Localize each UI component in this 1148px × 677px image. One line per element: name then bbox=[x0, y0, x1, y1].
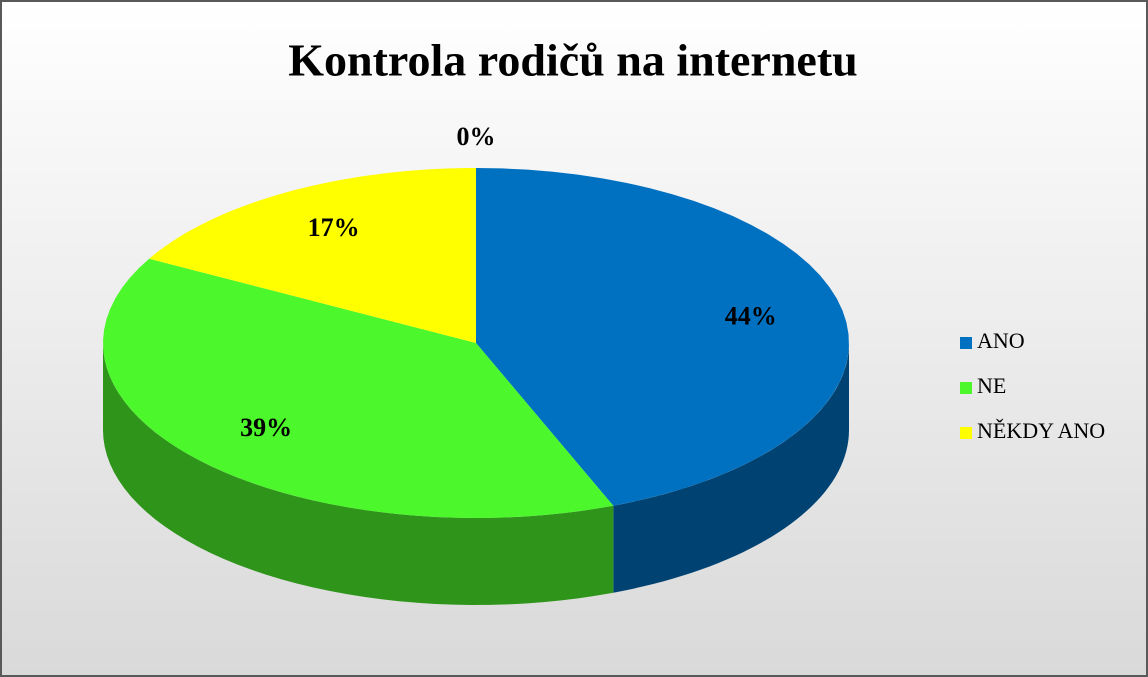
legend-swatch bbox=[960, 382, 972, 394]
chart-title: Kontrola rodičů na internetu bbox=[288, 35, 858, 86]
legend-label: NE bbox=[977, 373, 1006, 398]
data-label: 17% bbox=[308, 213, 360, 242]
slice-side bbox=[613, 343, 849, 593]
slice bbox=[103, 258, 614, 518]
legend-label: ANO bbox=[977, 328, 1025, 353]
data-label: 0% bbox=[457, 122, 496, 151]
legend-swatch bbox=[960, 427, 972, 439]
slice-side bbox=[103, 343, 614, 605]
slice bbox=[149, 168, 476, 343]
legend-swatch bbox=[960, 337, 972, 349]
data-label: 44% bbox=[725, 301, 777, 330]
legend-label: NĚKDY ANO bbox=[977, 418, 1105, 443]
slice bbox=[476, 168, 849, 506]
data-label: 39% bbox=[240, 413, 292, 442]
